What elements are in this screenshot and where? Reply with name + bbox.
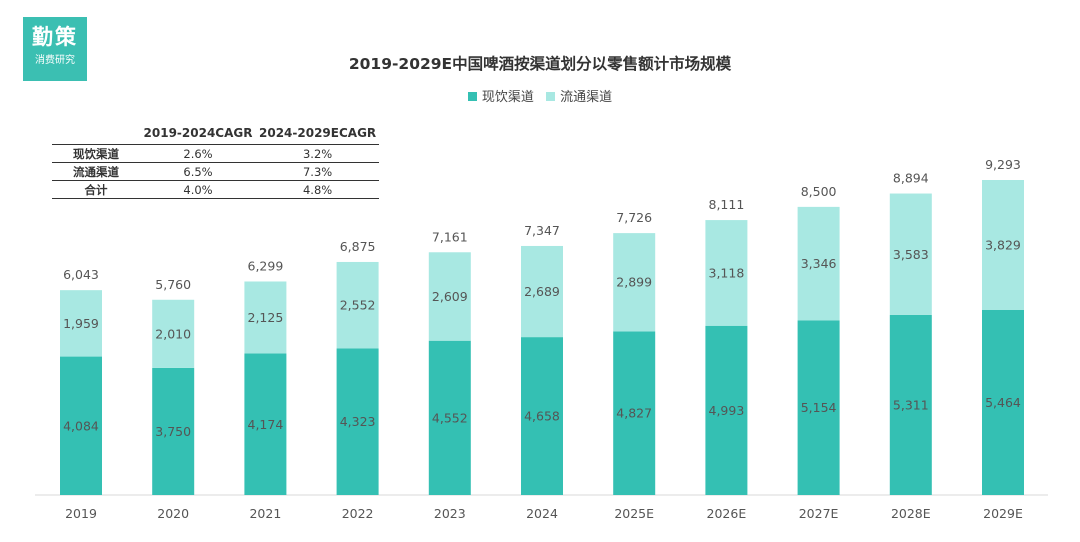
bar-segment-onpremise (152, 367, 195, 495)
cagr-row-label: 现饮渠道 (52, 144, 140, 163)
data-label-offpremise: 2,552 (340, 298, 376, 313)
logo-name: 勤策 (32, 25, 78, 49)
cagr-value: 3.2% (256, 144, 380, 163)
bar-segment-onpremise (60, 356, 102, 495)
data-label-total: 6,043 (63, 267, 99, 282)
data-label-total: 7,347 (524, 223, 560, 238)
data-label-offpremise: 2,899 (616, 275, 652, 290)
data-label-offpremise: 1,959 (63, 316, 99, 331)
legend-label-offpremise: 流通渠道 (560, 90, 613, 105)
bar-segment-offpremise (613, 233, 656, 332)
cagr-row: 现饮渠道 2.6% 3.2% (52, 144, 380, 163)
cagr-row-label: 流通渠道 (52, 162, 140, 181)
data-label-offpremise: 3,583 (893, 247, 929, 262)
data-label-total: 8,500 (801, 184, 837, 199)
data-label-total: 8,894 (893, 171, 929, 186)
bar-segment-offpremise (152, 299, 195, 368)
cagr-table: 2019-2024CAGR 2024-2029ECAGR 现饮渠道 2.6% 3… (52, 124, 380, 199)
bar-segment-offpremise (705, 220, 748, 326)
bar-segment-offpremise (244, 281, 287, 354)
cagr-value: 4.0% (140, 180, 256, 199)
x-tick-label: 2023 (434, 506, 466, 521)
x-tick-label: 2022 (342, 506, 374, 521)
chart-title: 2019-2029E中国啤酒按渠道划分以零售额计市场规模 (348, 55, 732, 73)
cagr-header-row: 2019-2024CAGR 2024-2029ECAGR (52, 124, 379, 145)
x-tick-label: 2029E (983, 506, 1023, 521)
data-label-onpremise: 4,658 (524, 409, 560, 424)
data-label-offpremise: 3,346 (801, 256, 837, 271)
x-tick-label: 2024 (526, 506, 558, 521)
cagr-value: 6.5% (140, 162, 256, 181)
brand-logo: 勤策 消费研究 (23, 17, 87, 81)
legend-label-onpremise: 现饮渠道 (481, 90, 534, 105)
data-label-onpremise: 4,827 (616, 406, 652, 421)
cagr-row: 流通渠道 6.5% 7.3% (52, 162, 380, 181)
cagr-header-blank (52, 124, 140, 145)
x-tick-label: 2019 (65, 506, 97, 521)
legend-swatch-offpremise (546, 92, 556, 101)
x-tick-label: 2021 (249, 506, 281, 521)
bar-segment-onpremise (797, 320, 840, 495)
bar-segment-onpremise (705, 325, 748, 495)
cagr-value: 2.6% (140, 144, 256, 163)
x-tick-label: 2020 (157, 506, 189, 521)
data-label-onpremise: 4,552 (432, 410, 468, 425)
chart-legend: 现饮渠道 流通渠道 (0, 86, 1080, 105)
data-label-total: 9,293 (985, 157, 1021, 172)
bar-segment-offpremise (428, 252, 471, 341)
data-label-offpremise: 2,689 (524, 284, 560, 299)
data-label-total: 6,299 (248, 258, 284, 273)
data-label-offpremise: 2,609 (432, 289, 468, 304)
bar-segment-onpremise (244, 353, 287, 495)
cagr-row: 合计 4.0% 4.8% (52, 180, 380, 199)
data-label-onpremise: 4,084 (63, 418, 99, 433)
bar-segment-onpremise (613, 331, 656, 495)
bar-segment-offpremise (60, 290, 102, 357)
cagr-value: 4.8% (256, 180, 380, 199)
data-label-onpremise: 5,464 (985, 395, 1021, 410)
data-label-onpremise: 3,750 (155, 424, 191, 439)
data-label-onpremise: 4,174 (248, 417, 284, 432)
legend-swatch-onpremise (467, 92, 477, 101)
data-label-total: 5,760 (155, 277, 191, 292)
data-label-total: 7,161 (432, 229, 468, 244)
bar-segment-onpremise (889, 314, 932, 495)
x-tick-label: 2026E (707, 506, 747, 521)
bar-segment-onpremise (982, 309, 1024, 495)
data-label-onpremise: 5,154 (801, 400, 837, 415)
x-tick-label: 2028E (891, 506, 931, 521)
cagr-header-2019-2024: 2019-2024CAGR (143, 126, 253, 140)
bar-segment-onpremise (521, 337, 563, 495)
bar-segment-onpremise (428, 340, 471, 495)
bar-segment-offpremise (889, 193, 932, 315)
data-label-offpremise: 2,010 (155, 326, 191, 341)
data-label-total: 8,111 (709, 197, 745, 212)
data-label-onpremise: 4,993 (709, 403, 745, 418)
bar-segment-offpremise (521, 245, 563, 338)
data-label-onpremise: 5,311 (893, 397, 929, 412)
legend-item-offpremise: 流通渠道 (546, 86, 612, 105)
cagr-row-label: 合计 (52, 180, 140, 199)
bar-segment-offpremise (336, 261, 379, 349)
x-tick-label: 2027E (799, 506, 839, 521)
data-label-total: 7,726 (616, 210, 652, 225)
data-label-total: 6,875 (340, 239, 376, 254)
bar-segment-onpremise (336, 348, 379, 495)
data-label-onpremise: 4,323 (340, 414, 376, 429)
data-label-offpremise: 2,125 (248, 310, 284, 325)
data-label-offpremise: 3,118 (709, 265, 745, 280)
logo-subtitle: 消费研究 (35, 55, 75, 66)
cagr-header-2024-2029: 2024-2029ECAGR (259, 126, 377, 140)
cagr-value: 7.3% (256, 162, 380, 181)
data-label-offpremise: 3,829 (985, 237, 1021, 252)
x-tick-label: 2025E (614, 506, 654, 521)
bar-segment-offpremise (797, 206, 840, 321)
legend-item-onpremise: 现饮渠道 (467, 86, 534, 105)
bar-segment-offpremise (982, 180, 1024, 310)
